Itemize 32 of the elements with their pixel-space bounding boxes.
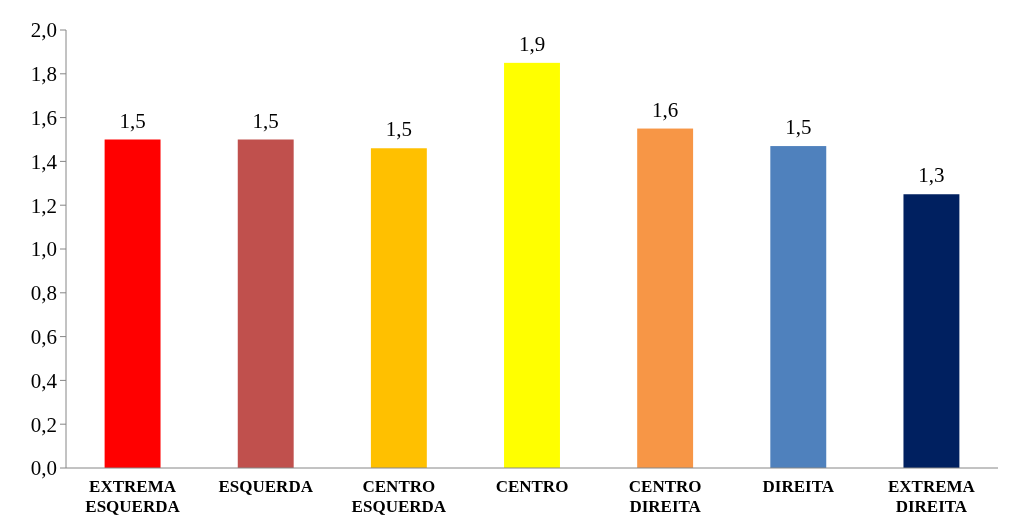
x-tick-label: EXTREMA DIREITA [887, 477, 976, 516]
x-tick-label: ESQUERDA [218, 477, 314, 496]
y-tick-label: 0,8 [30, 281, 57, 306]
x-tick-label: CENTRO DIREITA [628, 477, 702, 516]
data-label: 1,5 [119, 108, 146, 133]
y-tick-label: 1,2 [30, 193, 57, 218]
y-tick-label: 1,0 [30, 237, 57, 262]
x-tick-label: CENTRO ESQUERDA [351, 477, 447, 516]
bar [237, 139, 294, 468]
x-tick-label: EXTREMA ESQUERDA [85, 477, 181, 516]
y-tick-label: 1,4 [30, 149, 58, 174]
y-tick-label: 0,2 [30, 412, 57, 437]
data-label: 1,9 [518, 31, 546, 56]
y-tick-label: 0,0 [30, 456, 57, 481]
y-tick-label: 0,4 [30, 368, 58, 393]
y-tick-label: 0,6 [30, 324, 57, 349]
bar [903, 194, 960, 468]
bar [504, 62, 560, 468]
x-tick-label: CENTRO [495, 477, 569, 496]
y-tick-label: 1,8 [30, 62, 57, 87]
bar [104, 139, 161, 468]
y-tick-label: 1,6 [30, 105, 57, 130]
bar [370, 148, 427, 468]
data-label: 1,5 [385, 117, 412, 142]
y-tick-label: 2,0 [30, 18, 57, 43]
data-label: 1,5 [785, 115, 812, 140]
data-label: 1,3 [918, 163, 945, 188]
bar [770, 146, 827, 468]
x-tick-label: DIREITA [762, 477, 835, 496]
data-label: 1,6 [652, 97, 679, 122]
data-label: 1,5 [252, 108, 279, 133]
bar [637, 128, 694, 468]
